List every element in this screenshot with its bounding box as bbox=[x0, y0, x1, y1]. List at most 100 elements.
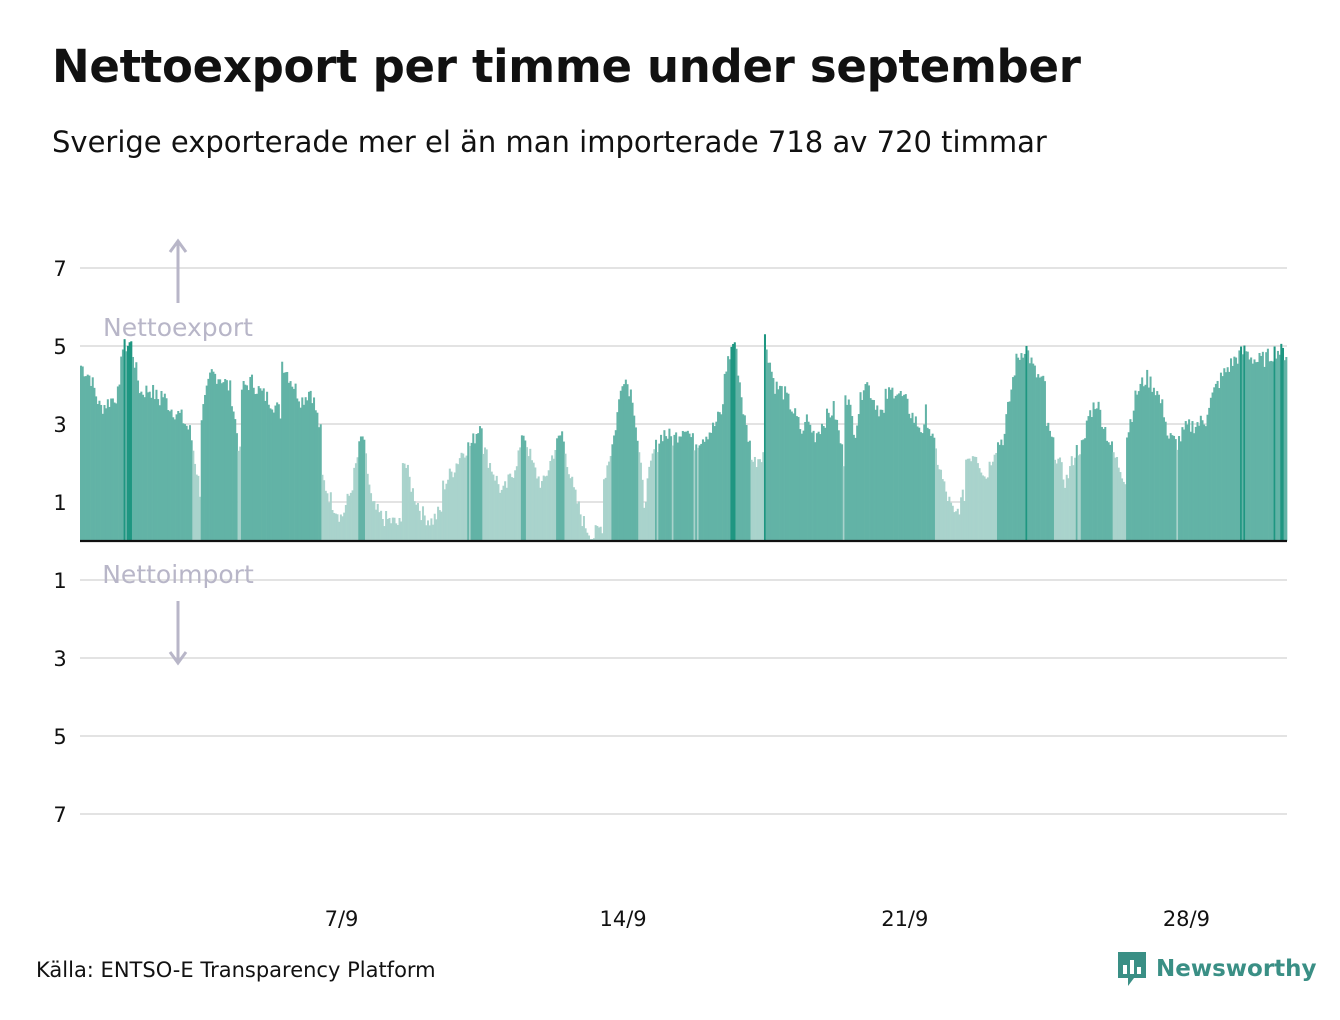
hour-bar bbox=[93, 387, 96, 541]
hour-bar bbox=[450, 471, 453, 541]
hour-bar bbox=[1060, 462, 1063, 541]
hour-bar bbox=[720, 414, 723, 541]
hour-bar bbox=[666, 438, 669, 541]
hour-bar bbox=[968, 458, 971, 541]
hour-bar bbox=[965, 459, 968, 541]
hour-bar bbox=[655, 439, 658, 541]
hour-bar bbox=[425, 525, 428, 541]
hour-bar bbox=[1067, 478, 1070, 541]
hour-bar bbox=[197, 475, 200, 541]
hour-bar bbox=[1079, 454, 1082, 541]
hour-bar bbox=[747, 441, 750, 541]
hour-bar bbox=[939, 469, 943, 541]
hour-bar bbox=[1188, 419, 1191, 541]
hour-bar bbox=[970, 461, 973, 541]
hour-bar bbox=[780, 386, 783, 541]
hour-bar bbox=[901, 396, 904, 541]
hour-bar bbox=[950, 502, 953, 541]
hour-bar bbox=[1075, 445, 1078, 541]
hour-bar bbox=[1082, 439, 1085, 541]
hour-bar bbox=[846, 404, 849, 541]
hour-bar bbox=[529, 448, 532, 541]
hour-bar bbox=[1053, 459, 1057, 541]
hour-bar bbox=[527, 456, 530, 541]
hour-bar bbox=[809, 424, 812, 541]
hour-bar bbox=[904, 394, 907, 541]
y-tick-label: 5 bbox=[53, 335, 66, 359]
hour-bar bbox=[457, 464, 460, 541]
hour-bar bbox=[1270, 360, 1273, 541]
hour-bar bbox=[665, 436, 668, 541]
hour-bar bbox=[1141, 377, 1144, 541]
hour-bar bbox=[1228, 371, 1231, 541]
hour-bar bbox=[943, 481, 946, 541]
hour-bar bbox=[1253, 359, 1256, 541]
hour-bar bbox=[375, 509, 378, 541]
hour-bar bbox=[1028, 363, 1031, 541]
hour-bar bbox=[485, 449, 488, 541]
hour-bar bbox=[854, 437, 857, 541]
hour-bar bbox=[150, 397, 153, 541]
hour-bar bbox=[763, 334, 766, 541]
hour-bar bbox=[81, 366, 84, 541]
hour-bar bbox=[1263, 366, 1266, 541]
hour-bar bbox=[484, 447, 487, 541]
brand-logo[interactable]: Newsworthy bbox=[1116, 950, 1317, 988]
hour-bar bbox=[398, 518, 401, 541]
hour-bar bbox=[1166, 435, 1169, 541]
hour-bar bbox=[825, 408, 829, 541]
hour-bar bbox=[489, 463, 492, 541]
hour-bar bbox=[344, 505, 347, 541]
hour-bar bbox=[1003, 433, 1006, 541]
hour-bar bbox=[314, 410, 317, 541]
hour-bar bbox=[740, 397, 743, 541]
hour-bar bbox=[978, 468, 981, 541]
hour-bar bbox=[500, 489, 503, 541]
hour-bar bbox=[522, 435, 525, 541]
hour-bar bbox=[715, 421, 718, 541]
hour-bar bbox=[212, 371, 215, 541]
hour-bar bbox=[594, 525, 597, 541]
hour-bar bbox=[792, 413, 795, 541]
hour-bar bbox=[1261, 351, 1264, 541]
hour-bar bbox=[120, 356, 123, 541]
hour-bar bbox=[421, 506, 425, 541]
hour-bar bbox=[1131, 422, 1134, 541]
hour-bar bbox=[133, 367, 136, 541]
hour-bar bbox=[812, 430, 815, 541]
hour-bar bbox=[113, 402, 116, 541]
hour-bar bbox=[1184, 421, 1187, 541]
hour-bar bbox=[525, 447, 528, 541]
hour-bar bbox=[636, 440, 639, 541]
import-annotation: Nettoimport bbox=[102, 560, 254, 589]
hour-bar bbox=[971, 456, 974, 541]
hour-bar bbox=[738, 382, 741, 541]
hour-bar bbox=[1243, 345, 1246, 541]
hour-bar bbox=[1126, 437, 1129, 541]
hour-bar bbox=[200, 420, 203, 541]
hour-bar bbox=[123, 339, 126, 541]
hour-bar bbox=[685, 431, 688, 541]
hour-bar bbox=[1146, 369, 1149, 541]
hour-bar bbox=[614, 430, 617, 541]
hour-bar bbox=[390, 523, 393, 541]
hour-bar bbox=[1090, 417, 1093, 541]
hour-bar bbox=[105, 408, 108, 541]
hour-bar bbox=[364, 453, 368, 541]
hour-bar bbox=[272, 412, 275, 541]
hour-bar bbox=[173, 419, 176, 541]
hour-bar bbox=[209, 372, 212, 541]
hour-bar bbox=[983, 476, 986, 541]
hour-bar bbox=[274, 405, 277, 541]
hour-bar bbox=[517, 450, 520, 541]
hour-bar bbox=[1048, 430, 1051, 541]
hour-bar bbox=[1152, 387, 1155, 541]
hour-bar bbox=[316, 412, 319, 541]
hour-bar bbox=[157, 399, 160, 541]
hour-bar bbox=[1206, 414, 1209, 541]
hour-bar bbox=[584, 528, 587, 541]
hour-bar bbox=[537, 476, 540, 541]
hour-bar bbox=[894, 395, 897, 541]
hour-bar bbox=[158, 405, 161, 541]
hour-bar bbox=[916, 426, 919, 541]
